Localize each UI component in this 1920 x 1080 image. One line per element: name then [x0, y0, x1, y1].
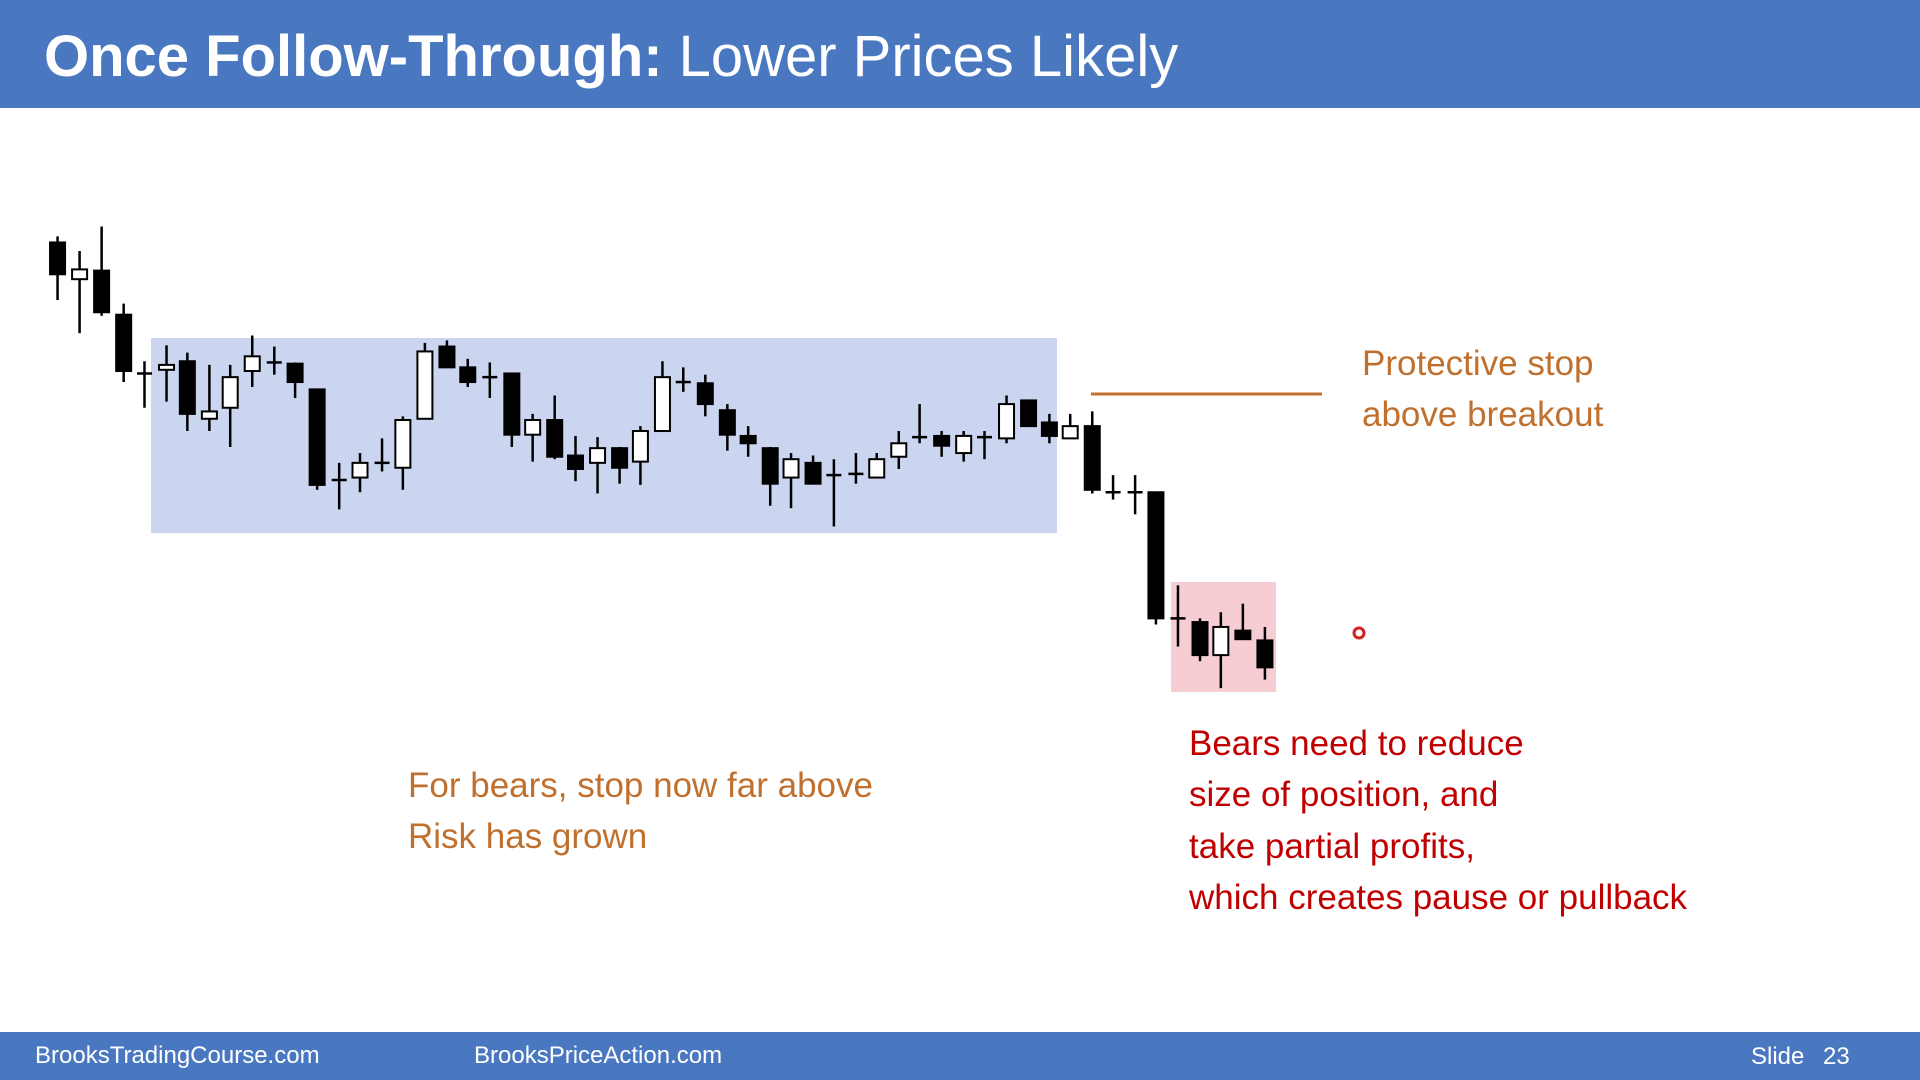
stop-note-1: Protective stop [1362, 344, 1594, 383]
candle-body [394, 419, 412, 469]
candle-body [115, 313, 133, 373]
candle-body [1191, 621, 1209, 657]
candle-body [459, 366, 477, 384]
candle-body [178, 360, 196, 415]
candle-body [1040, 421, 1058, 437]
candle-body [696, 382, 714, 406]
candle-body [416, 350, 434, 420]
candle-body [782, 458, 800, 479]
risk-note-2: Risk has grown [408, 817, 647, 856]
candle-body [718, 409, 736, 436]
candle-body [761, 447, 779, 485]
bears-note-1: Bears need to reduce [1189, 724, 1524, 763]
candle-body [1256, 639, 1274, 669]
candle-body [890, 442, 908, 458]
candle-body [438, 345, 456, 369]
candle-body [200, 410, 218, 420]
candle-body [611, 447, 629, 469]
candle-body [804, 461, 822, 485]
bears-note-2: size of position, and [1189, 775, 1498, 814]
title-rest: Lower Prices Likely [679, 24, 1179, 89]
slide-title: Once Follow-Through: Lower Prices Likely [44, 24, 1178, 89]
candle-body [653, 376, 671, 433]
candle-body [589, 447, 607, 464]
candle-body [1020, 399, 1038, 428]
candle-body [631, 430, 649, 463]
candle-body [739, 434, 757, 445]
candle-body [868, 458, 886, 479]
bears-note-4: which creates pause or pullback [1188, 878, 1688, 917]
candlesticks [49, 226, 1274, 689]
candle-body [933, 434, 951, 447]
candle-body [286, 362, 304, 384]
candle-body [998, 403, 1016, 440]
candle-body [567, 454, 585, 470]
slide-label: Slide [1751, 1043, 1804, 1070]
candle-body [1083, 425, 1101, 491]
candle-body [71, 268, 89, 281]
candle-body [546, 419, 564, 458]
title-bold: Once Follow-Through: [44, 24, 663, 89]
candle-body [1234, 629, 1252, 641]
candle-body [1147, 491, 1165, 620]
risk-note-1: For bears, stop now far above [408, 766, 873, 805]
candle-body [243, 355, 261, 373]
candle-body [955, 434, 973, 455]
cursor [1352, 626, 1366, 640]
candle-body [524, 419, 542, 436]
title-bar [0, 0, 1920, 108]
candle-body [158, 363, 176, 371]
candle-body [221, 376, 239, 409]
candle-body [308, 388, 326, 486]
footer-bar [0, 1032, 1920, 1080]
candle-body [1212, 625, 1230, 657]
footer-left: BrooksTradingCourse.com [35, 1042, 320, 1069]
bears-note-3: take partial profits, [1189, 827, 1475, 866]
candle-body [1061, 425, 1079, 440]
candle-body [93, 269, 111, 314]
slide-number: 23 [1823, 1043, 1850, 1070]
stop-note-2: above breakout [1362, 395, 1604, 434]
footer-middle: BrooksPriceAction.com [474, 1042, 722, 1069]
candle-body [351, 461, 369, 479]
candle-body [503, 372, 521, 436]
candle-body [49, 241, 67, 276]
